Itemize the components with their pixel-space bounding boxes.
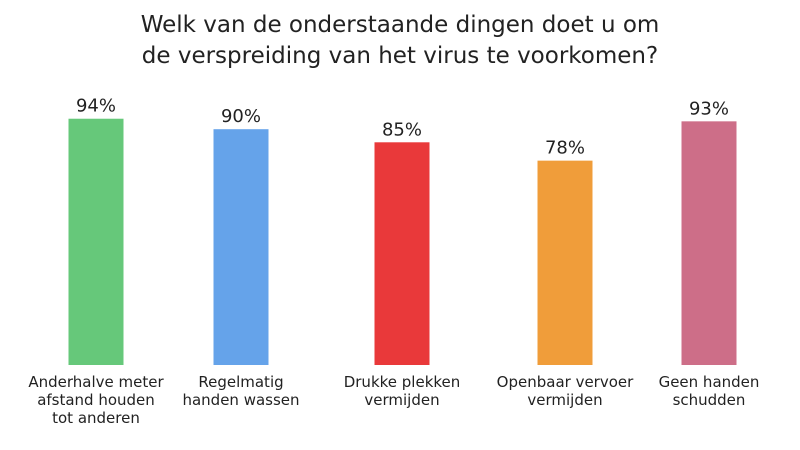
category-label-2-line-1: Regelmatig	[198, 373, 283, 391]
category-label-1-line-3: tot anderen	[52, 409, 140, 427]
category-label-1-line-2: afstand houden	[37, 391, 155, 409]
bar-2	[213, 129, 269, 365]
chart-title-line-2: de verspreiding van het virus te voorkom…	[141, 43, 659, 69]
category-label-3-line-2: vermijden	[364, 391, 439, 409]
category-label-4-line-1: Openbaar vervoer	[497, 373, 634, 391]
category-label-2: Regelmatig handen wassen	[182, 373, 299, 409]
category-label-5-line-2: schudden	[673, 391, 746, 409]
category-label-5: Geen handen schudden	[659, 373, 760, 409]
category-label-1-line-1: Anderhalve meter	[28, 373, 164, 391]
category-label-1: Anderhalve meter afstand houden tot andere…	[28, 373, 164, 427]
bar-4	[537, 160, 593, 365]
value-label-4: 78%	[545, 138, 585, 159]
category-label-4: Openbaar vervoer vermijden	[497, 373, 634, 409]
value-label-1: 94%	[76, 96, 116, 117]
category-label-3-line-1: Drukke plekken	[344, 373, 461, 391]
category-label-4-line-2: vermijden	[527, 391, 602, 409]
bar-5	[681, 121, 737, 365]
category-label-5-line-1: Geen handen	[659, 373, 760, 391]
value-label-2: 90%	[221, 106, 261, 127]
bar-1	[68, 118, 124, 365]
category-label-3: Drukke plekken vermijden	[344, 373, 461, 409]
value-label-5: 93%	[689, 98, 729, 119]
category-label-2-line-2: handen wassen	[182, 391, 299, 409]
chart-title-line-1: Welk van de onderstaande dingen doet u o…	[140, 12, 660, 38]
chart-title: Welk van de onderstaande dingen doet u o…	[0, 10, 800, 72]
value-label-3: 85%	[382, 119, 422, 140]
bar-3	[374, 142, 430, 365]
